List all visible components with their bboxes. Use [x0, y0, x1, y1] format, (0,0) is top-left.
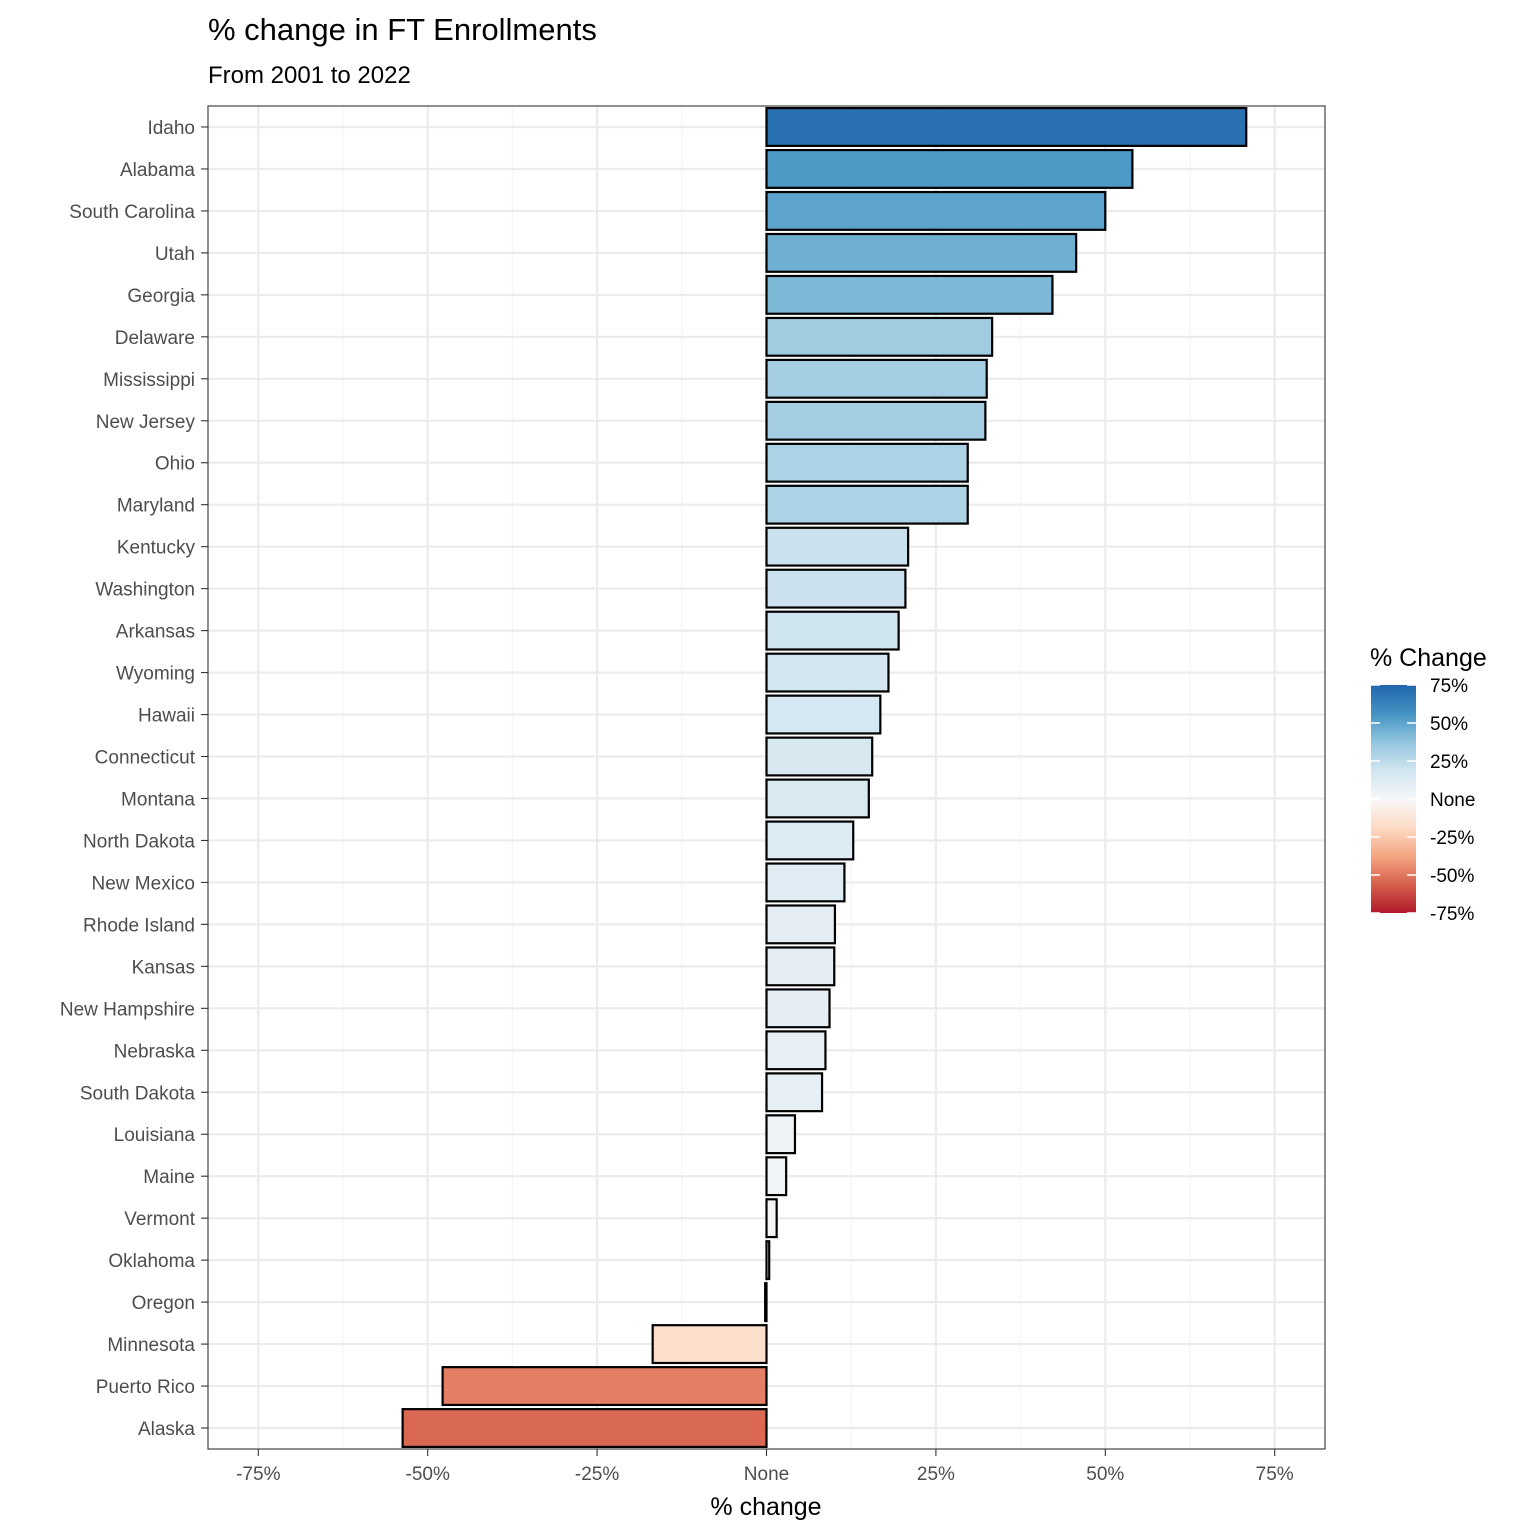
y-tick-label: Mississippi: [103, 370, 195, 391]
bar-new-jersey: [765, 400, 987, 441]
y-tick-label: Hawaii: [138, 706, 195, 727]
bar-alaska: [401, 1408, 768, 1449]
y-tick-label: Montana: [121, 789, 195, 810]
bar-kentucky: [765, 526, 910, 567]
y-axis: Idaho Alabama South Carolina Utah Georgia Del…: [60, 118, 208, 1440]
bar-new-hampshire: [765, 988, 831, 1029]
legend-tick-label: -75%: [1430, 904, 1474, 925]
bar-hawaii: [765, 694, 882, 735]
bar-puerto-rico: [441, 1366, 768, 1407]
bar-new-mexico: [765, 862, 846, 903]
bar-south-carolina: [765, 190, 1107, 231]
y-tick-label: Alaska: [138, 1419, 195, 1440]
legend-tick-label: -50%: [1430, 866, 1474, 887]
bar-idaho: [765, 106, 1248, 147]
y-tick-label: North Dakota: [83, 831, 195, 852]
y-tick-label: Delaware: [115, 328, 195, 349]
y-tick-label: Minnesota: [107, 1335, 195, 1356]
legend-tick-label: None: [1430, 790, 1475, 811]
x-axis: -75% -50% -25% None 25% 50% 75%: [236, 1449, 1294, 1485]
y-tick-label: South Dakota: [80, 1083, 196, 1104]
y-tick-label: Louisiana: [114, 1125, 196, 1146]
bar-delaware: [765, 316, 994, 357]
bars: [401, 106, 1248, 1449]
legend-tick-label: 50%: [1430, 714, 1468, 735]
y-tick-label: New Jersey: [96, 412, 196, 433]
chart-title: % change in FT Enrollments: [208, 12, 597, 47]
y-tick-label: Georgia: [127, 286, 195, 307]
x-axis-title: % change: [710, 1493, 821, 1521]
bar-mississippi: [765, 358, 988, 399]
bar-arkansas: [765, 610, 900, 651]
bar-washington: [765, 568, 907, 609]
y-tick-label: Puerto Rico: [96, 1377, 195, 1398]
y-tick-label: Alabama: [120, 160, 195, 181]
bar-south-dakota: [765, 1072, 824, 1113]
bar-connecticut: [765, 736, 874, 777]
x-tick-label: 75%: [1256, 1464, 1294, 1485]
y-tick-label: Arkansas: [116, 622, 195, 643]
y-tick-label: Maryland: [117, 496, 195, 517]
y-tick-label: Ohio: [155, 454, 195, 475]
y-tick-label: Wyoming: [116, 664, 195, 685]
y-tick-label: Idaho: [147, 118, 195, 139]
x-tick-label: 50%: [1086, 1464, 1124, 1485]
bar-alabama: [765, 148, 1134, 189]
bar-vermont: [765, 1198, 778, 1239]
y-tick-label: Maine: [143, 1167, 195, 1188]
chart-subtitle: From 2001 to 2022: [208, 62, 411, 89]
y-tick-label: Rhode Island: [83, 915, 195, 936]
bar-montana: [765, 778, 870, 819]
bar-minnesota: [651, 1324, 768, 1365]
x-tick-label: -25%: [575, 1464, 619, 1485]
bar-maryland: [765, 484, 969, 525]
bar-north-dakota: [765, 820, 855, 861]
y-tick-label: Oklahoma: [108, 1251, 195, 1272]
bar-nebraska: [765, 1030, 827, 1071]
bar-ohio: [765, 442, 969, 483]
bar-utah: [765, 232, 1078, 273]
y-tick-label: Connecticut: [95, 748, 196, 769]
bar-rhode-island: [765, 904, 837, 945]
legend-tick-label: 75%: [1430, 676, 1468, 697]
x-tick-label: -50%: [406, 1464, 450, 1485]
y-tick-label: Nebraska: [114, 1041, 196, 1062]
y-tick-label: South Carolina: [69, 202, 195, 223]
y-tick-label: Utah: [155, 244, 195, 265]
legend: % Change 75% 50% 25% None -25% -50% -75%: [1370, 644, 1487, 925]
legend-title: % Change: [1370, 644, 1487, 672]
bar-louisiana: [765, 1114, 797, 1155]
bar-kansas: [765, 946, 836, 987]
legend-tick-label: -25%: [1430, 828, 1474, 849]
x-tick-label: None: [744, 1464, 789, 1485]
x-tick-label: -75%: [236, 1464, 280, 1485]
y-tick-label: Kentucky: [117, 538, 196, 559]
bar-oregon: [764, 1282, 768, 1323]
y-tick-label: Vermont: [124, 1209, 195, 1230]
x-tick-label: 25%: [917, 1464, 955, 1485]
y-tick-label: Washington: [95, 580, 195, 601]
legend-tick-label: 25%: [1430, 752, 1468, 773]
y-tick-label: New Mexico: [92, 873, 195, 894]
y-tick-label: Oregon: [132, 1293, 195, 1314]
y-tick-label: New Hampshire: [60, 999, 195, 1020]
bar-georgia: [765, 274, 1054, 315]
y-tick-label: Kansas: [132, 957, 195, 978]
bar-oklahoma: [765, 1240, 771, 1281]
bar-maine: [765, 1156, 788, 1197]
bar-wyoming: [765, 652, 890, 693]
